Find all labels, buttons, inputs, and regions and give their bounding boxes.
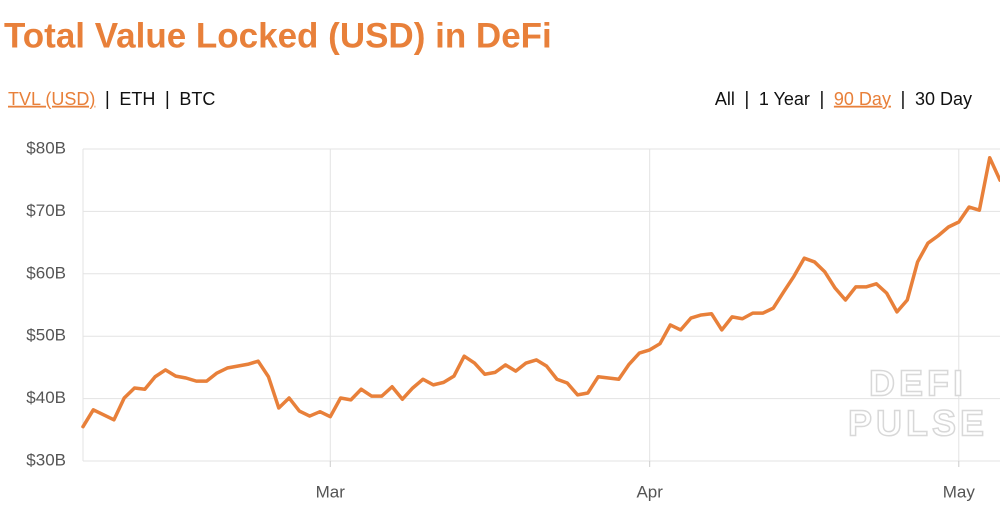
y-tick-label: $40B: [26, 388, 66, 407]
tab[interactable]: TVL (USD): [8, 89, 95, 109]
watermark: PULSE: [848, 403, 988, 444]
y-tick-label: $80B: [26, 138, 66, 157]
tab[interactable]: 1 Year: [759, 89, 810, 109]
line-series: [81, 155, 1000, 429]
y-tick-label: $50B: [26, 326, 66, 345]
tab[interactable]: 90 Day: [834, 89, 891, 109]
x-tick-label: Mar: [316, 482, 346, 501]
y-tick-label: $30B: [26, 450, 66, 469]
x-tick-label: Apr: [636, 482, 663, 501]
watermark: DEFI: [869, 363, 967, 404]
tab[interactable]: ETH: [119, 89, 155, 109]
y-tick-label: $60B: [26, 263, 66, 282]
tab[interactable]: 30 Day: [915, 89, 972, 109]
chart-title: Total Value Locked (USD) in DeFi: [4, 16, 552, 55]
tab[interactable]: All: [715, 89, 735, 109]
tab[interactable]: BTC: [179, 89, 215, 109]
x-tick-label: May: [943, 482, 976, 501]
y-tick-label: $70B: [26, 201, 66, 220]
